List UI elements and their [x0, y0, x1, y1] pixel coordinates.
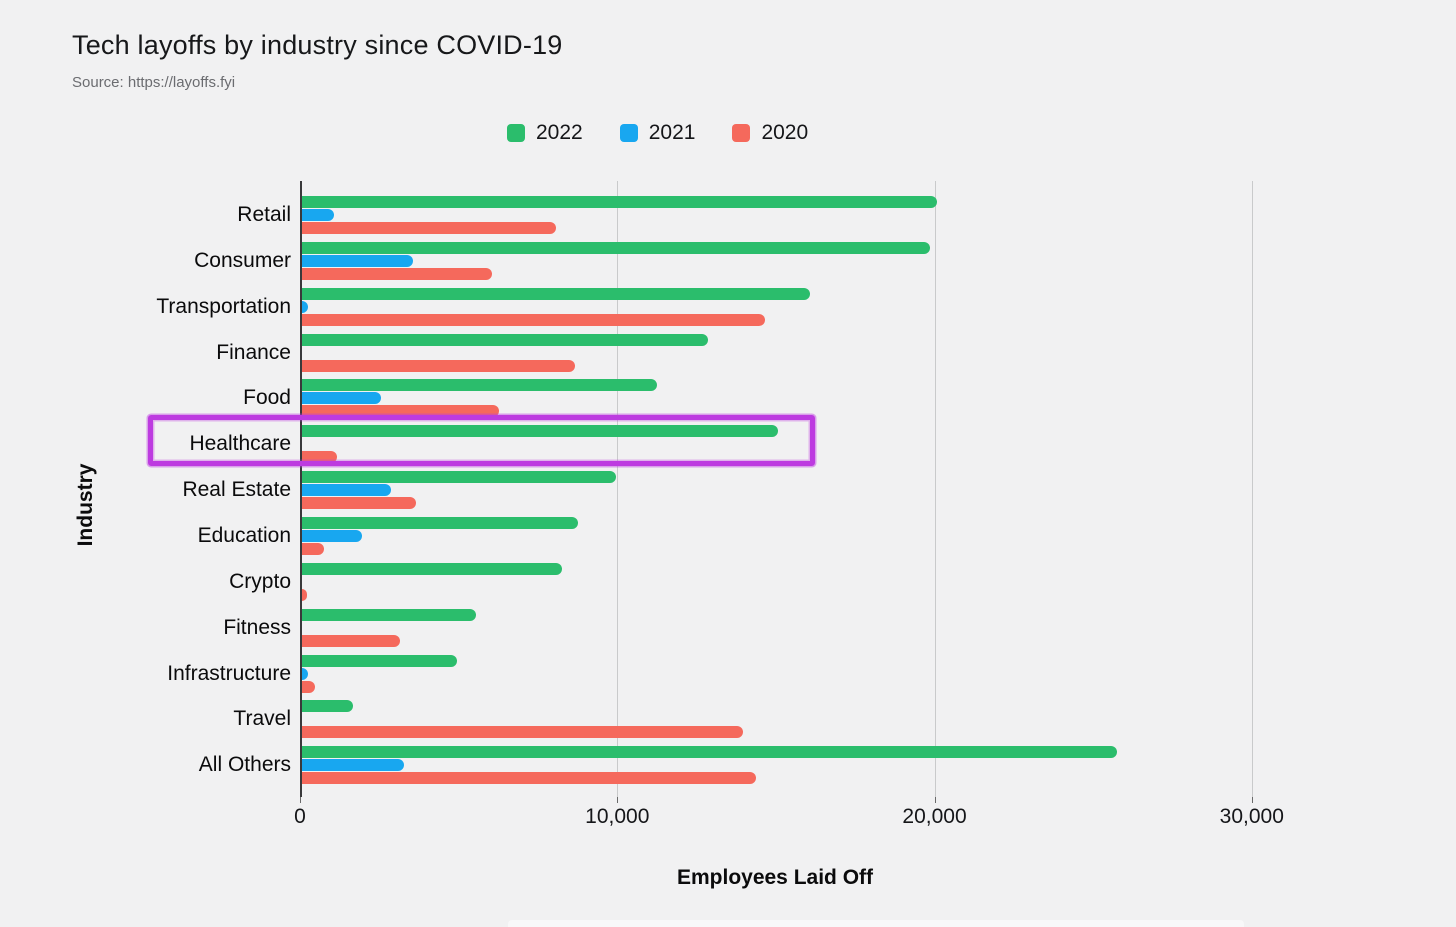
bar-transportation-2022	[302, 287, 810, 300]
category-label-travel: Travel	[233, 707, 291, 731]
x-tick-label-20000: 20,000	[902, 805, 967, 828]
gridline-30000	[1251, 181, 1253, 797]
category-label-retail: Retail	[237, 203, 291, 226]
category-label-food: Food	[243, 386, 291, 410]
category-axis: Retail Consumer Transportation Finance Food H…	[0, 181, 291, 797]
legend-item-2020: 2020	[732, 121, 808, 145]
category-label-education: Education	[197, 523, 291, 547]
legend-label-2022: 2022	[536, 121, 583, 144]
x-tick-mark-0	[300, 797, 301, 803]
bar-all-others-2020	[302, 772, 756, 785]
bar-crypto-2020	[302, 588, 307, 601]
legend-label-2021: 2021	[648, 121, 696, 144]
bar-all-others-2021	[302, 759, 404, 772]
legend-swatch-2022-icon	[507, 124, 525, 142]
category-label-infrastructure: Infrastructure	[167, 661, 291, 685]
x-axis-title: Employees Laid Off	[676, 866, 874, 889]
bar-education-2022	[302, 516, 579, 529]
category-label-real-estate: Real Estate	[182, 478, 291, 502]
bar-consumer-2022	[302, 241, 931, 254]
bar-consumer-2021	[302, 254, 414, 267]
bar-retail-2020	[302, 222, 556, 234]
x-tick-label-10000: 10,000	[585, 805, 650, 828]
bar-consumer-2020	[302, 267, 493, 280]
x-tick-mark-20000	[934, 797, 936, 803]
bar-education-2021	[302, 529, 363, 542]
legend-swatch-2021-icon	[619, 124, 638, 142]
category-label-finance: Finance	[216, 340, 291, 364]
x-axis-ticks: 0 10,000 20,000 30,000	[294, 797, 1406, 841]
source-note: Source: https://layoffs.fyi	[72, 74, 236, 91]
x-tick-mark-30000	[1251, 797, 1253, 803]
bar-food-2022	[302, 379, 658, 392]
bar-travel-2020	[302, 726, 743, 739]
bottom-edge-artifact	[508, 920, 1244, 927]
gridline-10000	[617, 181, 619, 797]
bar-retail-2021	[302, 209, 334, 221]
bar-healthcare-2022	[302, 425, 778, 438]
legend-label-2020: 2020	[761, 121, 809, 144]
bar-food-2021	[302, 392, 382, 405]
healthcare-highlight-annotation	[148, 415, 815, 466]
bar-fitness-2020	[302, 634, 401, 647]
bar-finance-2022	[302, 333, 709, 346]
bar-transportation-2020	[302, 313, 766, 326]
bar-retail-2022	[302, 196, 937, 208]
x-tick-label-0: 0	[294, 805, 306, 828]
bar-infrastructure-2022	[302, 654, 458, 667]
x-tick-mark-10000	[617, 797, 619, 803]
bar-fitness-2022	[302, 608, 477, 621]
bar-transportation-2021	[302, 300, 309, 313]
legend-item-2021: 2021	[619, 121, 696, 145]
bar-real-estate-2022	[302, 471, 617, 484]
chart-title: Tech layoffs by industry since COVID-19	[72, 30, 563, 60]
legend-swatch-2020-icon	[732, 124, 751, 142]
bar-healthcare-2020	[302, 451, 337, 464]
plot-area	[300, 181, 1406, 797]
category-label-fitness: Fitness	[223, 615, 291, 639]
y-axis-line	[300, 181, 302, 797]
bar-travel-2022	[302, 700, 353, 713]
bar-crypto-2022	[302, 562, 563, 575]
bar-food-2020	[302, 405, 499, 418]
category-label-crypto: Crypto	[229, 569, 291, 593]
category-label-healthcare: Healthcare	[189, 432, 291, 456]
bar-finance-2020	[302, 359, 575, 372]
legend-item-2022: 2022	[507, 121, 583, 145]
bar-infrastructure-2021	[302, 667, 309, 680]
bar-education-2020	[302, 542, 325, 555]
x-tick-label-30000: 30,000	[1219, 805, 1284, 828]
bar-real-estate-2021	[302, 484, 391, 497]
category-label-all-others: All Others	[198, 753, 291, 777]
bar-all-others-2022	[302, 746, 1118, 759]
bar-infrastructure-2020	[302, 680, 315, 693]
legend: 2022 2021 2020	[507, 121, 808, 145]
category-label-consumer: Consumer	[194, 248, 291, 272]
category-label-transportation: Transportation	[156, 294, 291, 318]
gridline-20000	[934, 181, 936, 797]
y-axis-title: Industry	[74, 463, 97, 547]
bar-real-estate-2020	[302, 497, 417, 510]
